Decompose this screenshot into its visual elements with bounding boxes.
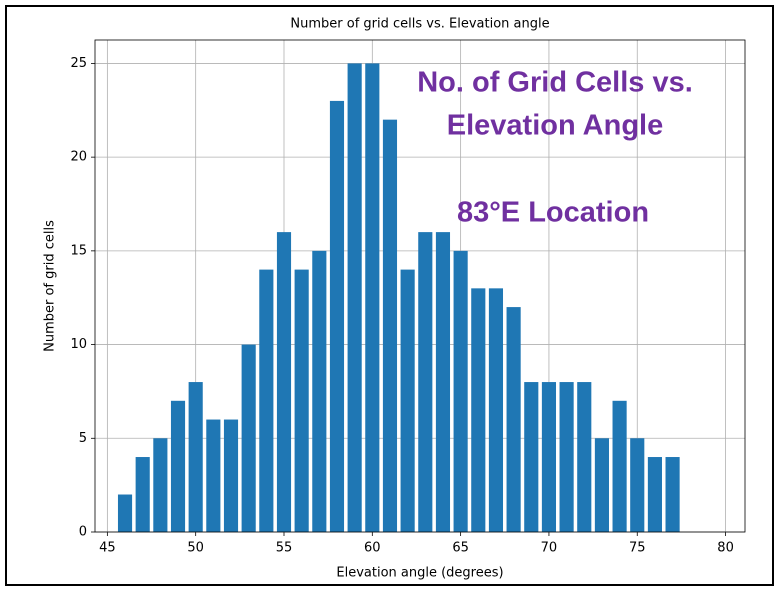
bar <box>488 288 504 532</box>
bar <box>418 232 433 532</box>
x-tick-label: 45 <box>99 541 116 556</box>
bar <box>170 400 186 532</box>
bar <box>329 100 345 533</box>
frame <box>5 5 774 586</box>
x-tick-label: 65 <box>452 541 469 556</box>
bar <box>471 288 486 532</box>
bar <box>541 382 557 532</box>
x-tick-label: 60 <box>364 541 381 556</box>
bar <box>594 438 609 532</box>
bar <box>435 232 451 532</box>
bar <box>117 494 133 532</box>
bar <box>135 457 150 532</box>
bar <box>559 382 574 532</box>
y-tick-label: 20 <box>70 150 87 165</box>
y-tick-label: 10 <box>70 337 87 352</box>
bar <box>665 457 680 532</box>
x-tick-label: 55 <box>276 541 293 556</box>
bar <box>612 400 627 532</box>
bar <box>153 438 168 532</box>
x-tick-label: 70 <box>541 541 558 556</box>
x-tick-label: 75 <box>629 541 646 556</box>
y-tick-label: 25 <box>70 56 87 71</box>
bar <box>400 269 415 532</box>
chart-title: Number of grid cells vs. Elevation angle <box>290 17 549 32</box>
y-tick-label: 0 <box>79 525 87 540</box>
x-tick-label: 80 <box>717 541 734 556</box>
bar <box>241 344 256 532</box>
bar <box>259 269 274 532</box>
plot-frame <box>94 39 746 533</box>
bar <box>365 63 380 533</box>
bar <box>223 419 239 532</box>
bar <box>577 382 592 532</box>
y-axis-label: Number of grid cells <box>43 220 58 352</box>
y-tick-label: 5 <box>79 431 87 446</box>
bar <box>294 269 309 532</box>
bar <box>647 457 662 532</box>
bar <box>312 250 327 532</box>
y-tick-label: 15 <box>70 243 87 258</box>
bar <box>276 232 292 532</box>
bar <box>630 438 645 532</box>
x-tick-label: 50 <box>187 541 204 556</box>
bar <box>524 382 539 532</box>
annotation: 83°E Location <box>457 197 649 229</box>
bar <box>206 419 221 532</box>
bar <box>453 250 468 532</box>
annotation: Elevation Angle <box>447 110 663 142</box>
x-axis-label: Elevation angle (degrees) <box>336 566 503 581</box>
bar <box>188 382 203 532</box>
bar <box>347 63 362 533</box>
bar <box>382 119 398 533</box>
annotation: No. of Grid Cells vs. <box>417 67 693 99</box>
bar <box>506 307 521 532</box>
